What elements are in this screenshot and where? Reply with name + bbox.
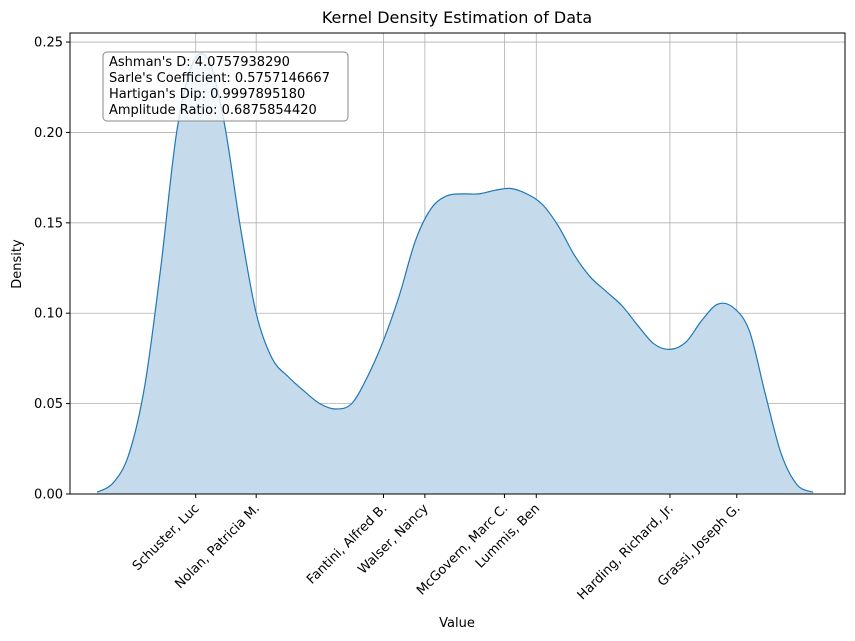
- x-tick-label: Walser, Nancy: [356, 501, 432, 577]
- y-tick-label: 0.25: [34, 36, 63, 51]
- y-tick-label: 0.20: [34, 126, 63, 141]
- chart-title: Kernel Density Estimation of Data: [322, 8, 592, 27]
- stat-amplitude: Amplitude Ratio: 0.6875854420: [109, 103, 317, 118]
- stats-box: Ashman's D: 4.0757938290 Sarle's Coeffic…: [102, 51, 349, 122]
- y-tick-label: 0.15: [34, 216, 63, 231]
- stat-ashman: Ashman's D: 4.0757938290: [109, 55, 290, 70]
- x-tick-label: Harding, Richard, Jr.: [575, 501, 677, 603]
- y-tick-label: 0.05: [34, 397, 63, 412]
- y-axis-label: Density: [10, 239, 25, 289]
- stats-box-frame: [102, 51, 349, 122]
- stat-sarle: Sarle's Coefficient: 0.5757146667: [109, 71, 330, 86]
- y-tick-label: 0.10: [34, 307, 63, 322]
- y-axis-ticks: 0.00 0.05 0.10 0.15 0.20 0.25: [34, 36, 70, 503]
- stat-hartigan: Hartigan's Dip: 0.9997895180: [109, 87, 305, 102]
- y-tick-label: 0.00: [34, 488, 63, 503]
- x-axis-label: Value: [439, 616, 475, 631]
- plot-frame: [69, 32, 846, 495]
- density-fill: [97, 53, 814, 495]
